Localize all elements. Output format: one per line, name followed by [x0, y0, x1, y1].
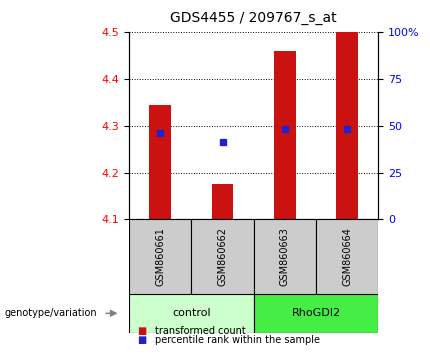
Bar — [129, 219, 191, 294]
Bar — [274, 51, 296, 219]
Text: percentile rank within the sample: percentile rank within the sample — [155, 335, 320, 345]
Text: genotype/variation: genotype/variation — [4, 308, 97, 318]
Text: RhoGDI2: RhoGDI2 — [292, 308, 341, 318]
Text: GSM860662: GSM860662 — [218, 227, 227, 286]
Bar — [129, 294, 254, 333]
Bar — [254, 294, 378, 333]
Bar — [212, 184, 233, 219]
Bar — [316, 219, 378, 294]
Text: GDS4455 / 209767_s_at: GDS4455 / 209767_s_at — [170, 11, 337, 25]
Text: control: control — [172, 308, 211, 318]
Text: GSM860663: GSM860663 — [280, 227, 290, 286]
Bar — [149, 104, 171, 219]
Text: transformed count: transformed count — [155, 326, 246, 336]
Text: ■: ■ — [138, 335, 147, 345]
Text: GSM860661: GSM860661 — [155, 227, 165, 286]
Bar — [191, 219, 254, 294]
Bar — [254, 219, 316, 294]
Bar — [336, 32, 358, 219]
Text: ■: ■ — [138, 326, 147, 336]
Text: GSM860664: GSM860664 — [342, 227, 352, 286]
